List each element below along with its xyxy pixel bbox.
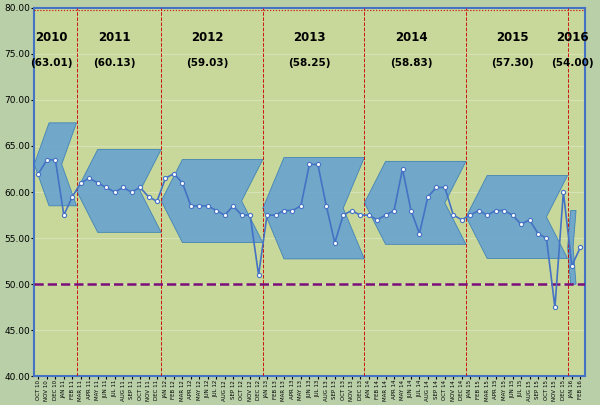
Polygon shape <box>364 161 466 244</box>
Polygon shape <box>77 149 161 232</box>
Text: 2011: 2011 <box>98 31 131 44</box>
Text: 2010: 2010 <box>35 31 67 44</box>
Polygon shape <box>263 158 364 259</box>
Text: 2016: 2016 <box>556 31 589 44</box>
Text: (58.25): (58.25) <box>288 58 331 68</box>
Text: 2015: 2015 <box>496 31 529 44</box>
Text: (58.83): (58.83) <box>390 58 432 68</box>
Polygon shape <box>568 211 576 284</box>
Polygon shape <box>466 175 568 258</box>
Text: 2012: 2012 <box>191 31 224 44</box>
Text: (57.30): (57.30) <box>491 58 534 68</box>
Polygon shape <box>161 160 263 243</box>
Polygon shape <box>34 123 77 206</box>
Text: 2014: 2014 <box>395 31 427 44</box>
Text: (60.13): (60.13) <box>94 58 136 68</box>
Text: (59.03): (59.03) <box>187 58 229 68</box>
Text: 2013: 2013 <box>293 31 326 44</box>
Text: (54.00): (54.00) <box>551 58 594 68</box>
Text: (63.01): (63.01) <box>30 58 73 68</box>
